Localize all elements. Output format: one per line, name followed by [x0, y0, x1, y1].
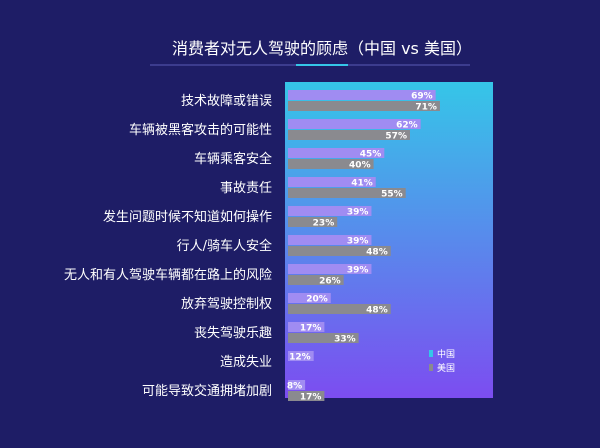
category-label: 放弃驾驶控制权 — [181, 296, 272, 312]
category-labels: 技术故障或错误车辆被黑客攻击的可能性车辆乘客安全事故责任发生问题时候不知道如何操… — [64, 94, 272, 399]
bar-china — [288, 380, 306, 390]
value-label-usa: 40% — [349, 161, 371, 171]
value-label-china: 62% — [396, 121, 418, 131]
bar-usa — [288, 130, 410, 140]
category-label: 可能导致交通拥堵加剧 — [142, 383, 272, 399]
bar-usa — [288, 101, 440, 111]
category-label: 丧失驾驶乐趣 — [194, 326, 272, 341]
value-label-china: 69% — [411, 92, 433, 102]
bar-usa — [288, 275, 344, 285]
category-label: 行人/骑车人安全 — [177, 238, 272, 254]
value-label-usa: 23% — [313, 219, 335, 229]
bar-usa — [288, 304, 391, 314]
value-label-china: 12% — [289, 353, 311, 363]
category-label: 发生问题时候不知道如何操作 — [103, 209, 272, 225]
bar-usa — [288, 159, 374, 169]
value-label-china: 20% — [306, 295, 328, 305]
value-label-china: 41% — [351, 179, 373, 189]
value-label-usa: 48% — [366, 248, 388, 258]
value-label-usa: 48% — [366, 306, 388, 316]
bar-china — [288, 148, 385, 158]
value-label-usa: 57% — [385, 132, 407, 142]
category-label: 车辆被黑客攻击的可能性 — [129, 122, 272, 138]
value-label-china: 8% — [287, 382, 302, 392]
value-label-china: 45% — [360, 150, 382, 160]
bar-china — [288, 235, 372, 245]
value-label-usa: 55% — [381, 190, 403, 200]
value-label-china: 39% — [347, 208, 369, 218]
bar-china — [288, 90, 436, 100]
chart-title: 消费者对无人驾驶的顾虑（中国 vs 美国） — [172, 39, 472, 58]
bar-usa — [288, 391, 325, 401]
category-label: 车辆乘客安全 — [194, 151, 272, 167]
bar-china — [288, 119, 421, 129]
bars-group — [288, 90, 440, 401]
value-label-usa: 33% — [334, 335, 356, 345]
value-label-usa: 71% — [415, 103, 437, 113]
bar-usa — [288, 188, 406, 198]
bar-china — [288, 206, 372, 216]
bar-china — [288, 177, 376, 187]
legend-label-usa: 美国 — [437, 362, 455, 374]
value-label-usa: 26% — [319, 277, 341, 287]
value-labels: 69%71%62%57%45%40%41%55%39%23%39%48%39%2… — [287, 92, 437, 403]
legend-swatch-china — [429, 350, 433, 357]
bar-usa — [288, 246, 391, 256]
category-label: 事故责任 — [220, 181, 272, 196]
bar-usa — [288, 217, 338, 227]
value-label-usa: 17% — [300, 393, 322, 403]
value-label-china: 17% — [300, 324, 322, 334]
bar-china — [288, 264, 372, 274]
value-label-china: 39% — [347, 237, 369, 247]
bar-china — [288, 322, 325, 332]
bar-china — [288, 351, 314, 361]
bar-china — [288, 293, 331, 303]
category-label: 造成失业 — [220, 355, 272, 370]
value-label-china: 39% — [347, 266, 369, 276]
bar-usa — [288, 333, 359, 343]
legend-swatch-usa — [429, 364, 433, 371]
legend-label-china: 中国 — [437, 348, 455, 360]
category-label: 无人和有人驾驶车辆都在路上的风险 — [64, 267, 272, 283]
category-label: 技术故障或错误 — [181, 94, 272, 109]
